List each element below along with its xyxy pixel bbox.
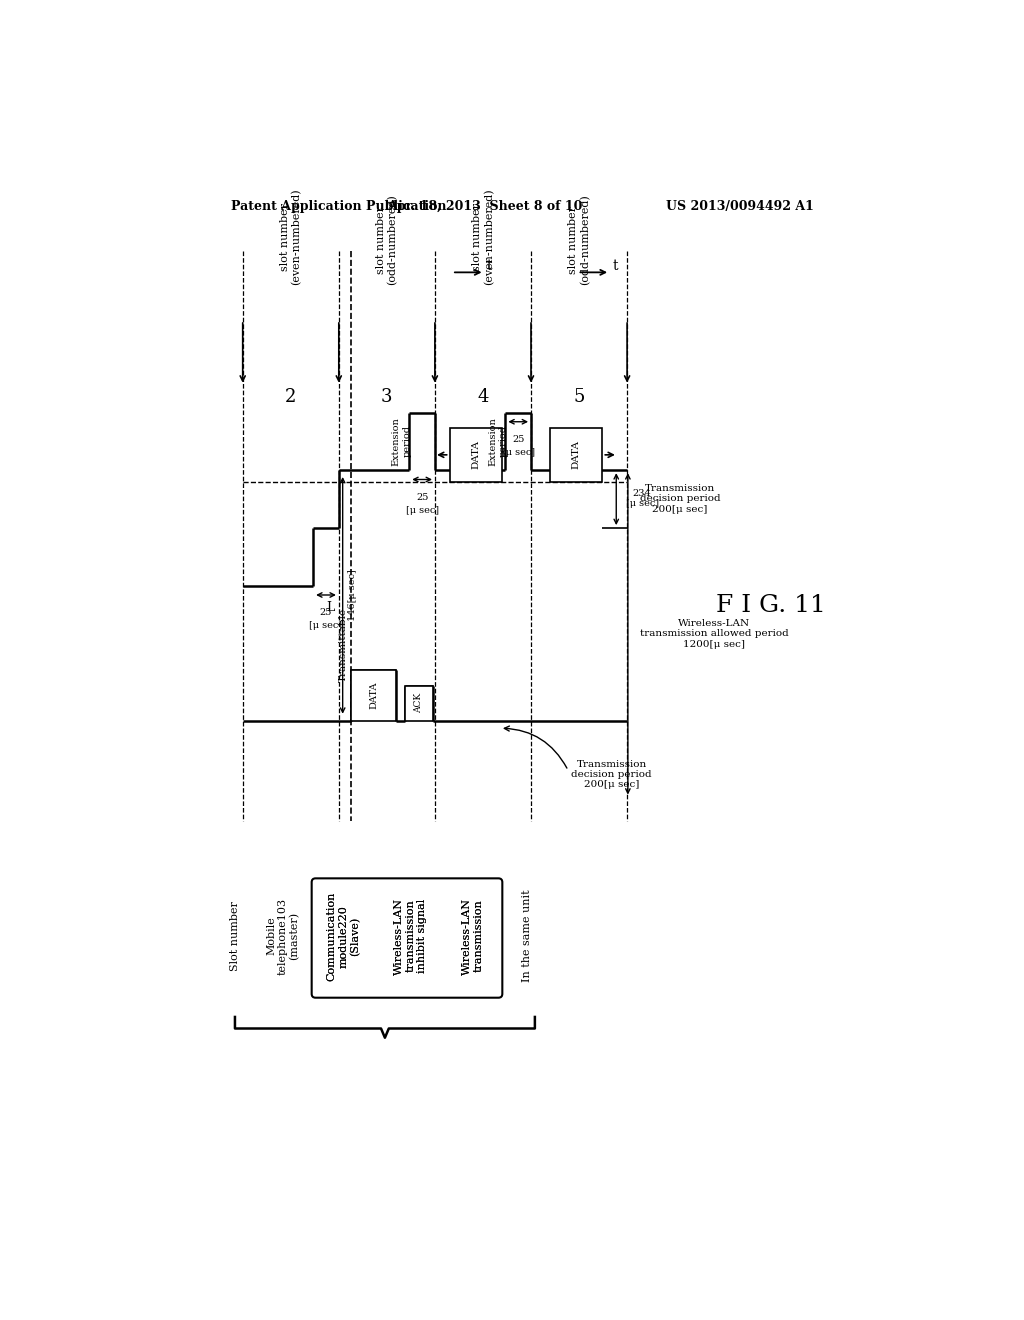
Text: L: L	[327, 601, 335, 614]
Text: Communication
module220
(Slave): Communication module220 (Slave)	[327, 891, 360, 981]
Text: 25: 25	[416, 492, 428, 502]
Bar	[550, 428, 602, 482]
Text: Wireless-LAN
transmission
inhibit signal: Wireless-LAN transmission inhibit signal	[394, 898, 427, 974]
Text: In the same unit: In the same unit	[522, 890, 532, 982]
Text: 234
[μ sec]: 234 [μ sec]	[626, 488, 658, 508]
FancyBboxPatch shape	[311, 878, 503, 998]
Text: [μ sec]: [μ sec]	[309, 622, 343, 630]
Text: Extension
period: Extension period	[488, 417, 507, 466]
Text: 25: 25	[512, 436, 524, 444]
Text: Wireless-LAN
transmission
inhibit signal: Wireless-LAN transmission inhibit signal	[394, 898, 427, 974]
Text: [μ sec]: [μ sec]	[406, 506, 438, 515]
Text: slot number
(odd-numbered): slot number (odd-numbered)	[568, 195, 590, 285]
Text: ACK: ACK	[415, 693, 424, 713]
Text: Wireless-LAN
transmission: Wireless-LAN transmission	[462, 898, 483, 974]
Text: 5: 5	[573, 388, 585, 407]
Text: t: t	[612, 259, 617, 273]
Text: Patent Application Publication: Patent Application Publication	[231, 199, 446, 213]
Text: Communication
module220
(Slave): Communication module220 (Slave)	[327, 891, 360, 981]
Text: Transmittable: Transmittable	[339, 609, 348, 682]
Text: Wireless-LAN
transmission allowed period
1200[μ sec]: Wireless-LAN transmission allowed period…	[640, 619, 788, 648]
Text: Mobile
telephone103
(master): Mobile telephone103 (master)	[266, 898, 300, 974]
Text: slot number
(even-numbered): slot number (even-numbered)	[472, 189, 494, 285]
Text: DATA: DATA	[571, 441, 581, 470]
Text: 4: 4	[477, 388, 488, 407]
Text: Extension
period: Extension period	[392, 417, 412, 466]
Text: [μ sec]: [μ sec]	[502, 447, 535, 457]
Text: 3: 3	[381, 388, 392, 407]
Text: Slot number: Slot number	[230, 902, 240, 972]
Text: F I G. 11: F I G. 11	[717, 594, 826, 616]
Text: 2: 2	[285, 388, 296, 407]
Text: DATA: DATA	[471, 441, 480, 470]
Text: slot number
(even-numbered): slot number (even-numbered)	[280, 189, 302, 285]
Text: Transmission
decision period
200[μ sec]: Transmission decision period 200[μ sec]	[571, 759, 652, 789]
Bar	[450, 428, 503, 482]
Text: 25: 25	[319, 609, 332, 618]
Text: Transmission
decision period
200[μ sec]: Transmission decision period 200[μ sec]	[640, 484, 720, 513]
Text: Apr. 18, 2013  Sheet 8 of 10: Apr. 18, 2013 Sheet 8 of 10	[387, 199, 583, 213]
Text: DATA: DATA	[370, 681, 378, 709]
Text: Wireless-LAN
transmission: Wireless-LAN transmission	[462, 898, 483, 974]
Text: slot number
(odd-numbered): slot number (odd-numbered)	[376, 195, 398, 285]
Bar	[351, 671, 396, 721]
Text: t: t	[486, 259, 493, 273]
Text: US 2013/0094492 A1: US 2013/0094492 A1	[666, 199, 814, 213]
Text: 146[μ sec]: 146[μ sec]	[348, 569, 357, 622]
Bar	[406, 686, 432, 721]
